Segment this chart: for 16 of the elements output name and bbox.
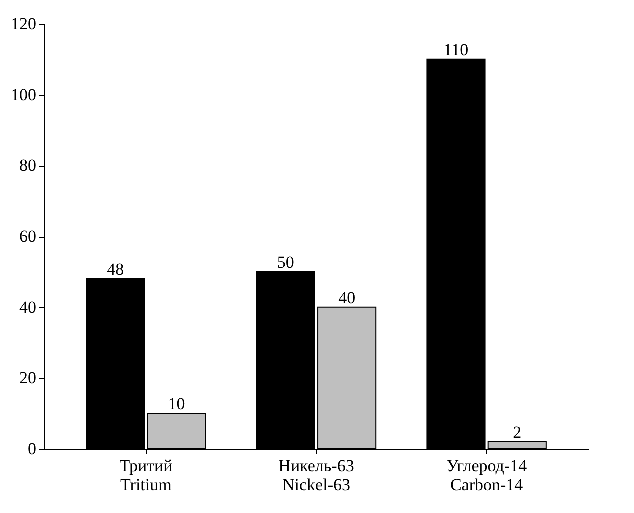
data-label: 10 — [168, 394, 186, 414]
x-tick-label: Никель-63 Nickel-63 — [278, 456, 354, 494]
x-tick-label: Тритий Tritium — [120, 456, 173, 494]
y-tick-label: 0 — [28, 440, 36, 458]
data-label: 40 — [338, 288, 356, 308]
data-label: 2 — [513, 422, 522, 442]
y-tick-label: 20 — [20, 368, 36, 388]
y-tick-label: 100 — [11, 85, 36, 104]
y-tick-label: 60 — [20, 227, 36, 246]
y-tick-label: 40 — [20, 298, 36, 317]
y-tick-label: 80 — [20, 156, 36, 176]
data-label: 50 — [277, 252, 294, 272]
data-label: 48 — [107, 260, 124, 279]
data-label: 110 — [444, 40, 469, 60]
y-tick-label: 120 — [11, 14, 36, 34]
x-tick-label: Углерод-14 Carbon-14 — [446, 456, 528, 494]
